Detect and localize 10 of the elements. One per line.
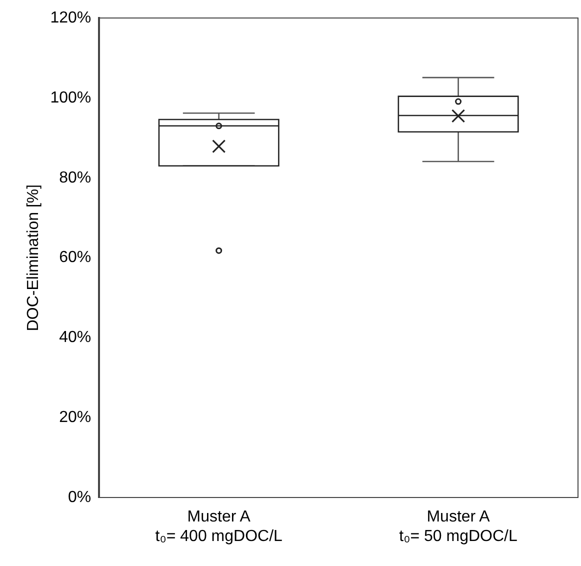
y-tick-label: 20% (59, 409, 92, 426)
y-axis-title: DOC-Elimination [%] (25, 184, 42, 332)
y-tick-label: 40% (59, 329, 92, 346)
x-tick-label: Muster A t₀= 400 mgDOC/L (155, 508, 283, 545)
y-tick-label: 100% (50, 89, 92, 106)
y-tick-label: 120% (50, 9, 92, 26)
y-tick-label: 60% (59, 249, 92, 266)
y-tick-label: 0% (68, 489, 92, 506)
x-tick-label: Muster A t₀= 50 mgDOC/L (399, 508, 518, 545)
y-tick-label: 80% (59, 169, 92, 186)
